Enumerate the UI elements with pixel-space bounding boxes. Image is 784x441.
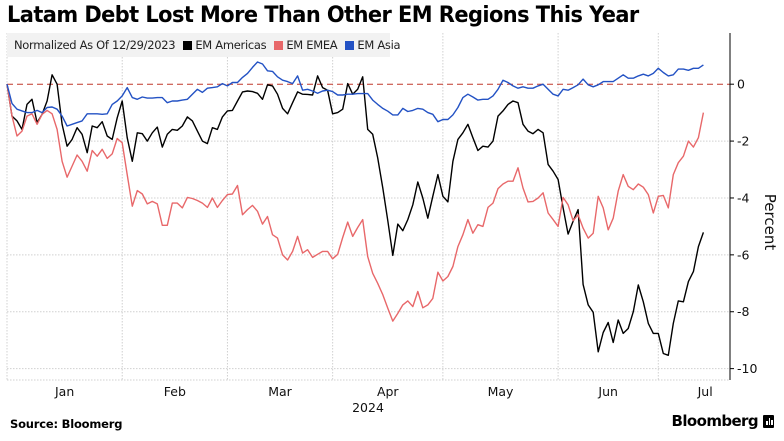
x-tick-label: Mar (268, 384, 292, 399)
series-line-em-americas (6, 74, 705, 356)
source-note: Source: Bloomerg (10, 417, 123, 431)
grid-lines (6, 33, 730, 381)
x-axis: Jan Feb Mar Apr May Jun Jul 2024 (54, 384, 713, 415)
bloomberg-terminal-icon (763, 415, 774, 428)
legend-swatch-icon (345, 40, 355, 50)
series-lines (6, 61, 705, 356)
legend-swatch-icon (183, 40, 193, 50)
y-axis-title: Percent (761, 194, 779, 251)
legend: Normalized As Of 12/29/2023 EM Americas … (7, 33, 401, 57)
chart-title: Latam Debt Lost More Than Other EM Regio… (7, 2, 639, 28)
y-tick-label: -4 (737, 190, 750, 205)
y-tick-label: -2 (737, 134, 749, 149)
bloomberg-logo: Bloomberg (671, 412, 759, 430)
legend-item-em-americas: EM Americas (183, 38, 267, 52)
legend-label: EM Asia (357, 38, 401, 52)
y-tick-label: -10 (737, 361, 757, 376)
legend-item-em-asia: EM Asia (345, 38, 401, 52)
x-axis-year-label: 2024 (352, 400, 384, 415)
legend-normalization-note: Normalized As Of 12/29/2023 (14, 38, 176, 52)
x-tick-label: Jul (697, 384, 713, 399)
x-tick-label: Feb (164, 384, 186, 399)
legend-swatch-icon (274, 40, 284, 50)
x-tick-label: Jan (54, 384, 74, 399)
y-tick-label: -8 (737, 304, 750, 319)
legend-label: EM Americas (195, 38, 267, 52)
x-tick-label: Jun (597, 384, 618, 399)
y-tick-label: -6 (737, 247, 750, 262)
x-tick-label: May (488, 384, 514, 399)
x-tick-label: Apr (377, 384, 399, 399)
y-tick-label: 0 (737, 77, 745, 92)
series-line-em-emea (6, 84, 705, 322)
legend-item-em-emea: EM EMEA (274, 38, 338, 52)
y-axis: 0 -2 -4 -6 -8 -10 Percent (729, 33, 779, 380)
series-line-em-asia (6, 61, 704, 127)
legend-label: EM EMEA (286, 38, 338, 52)
